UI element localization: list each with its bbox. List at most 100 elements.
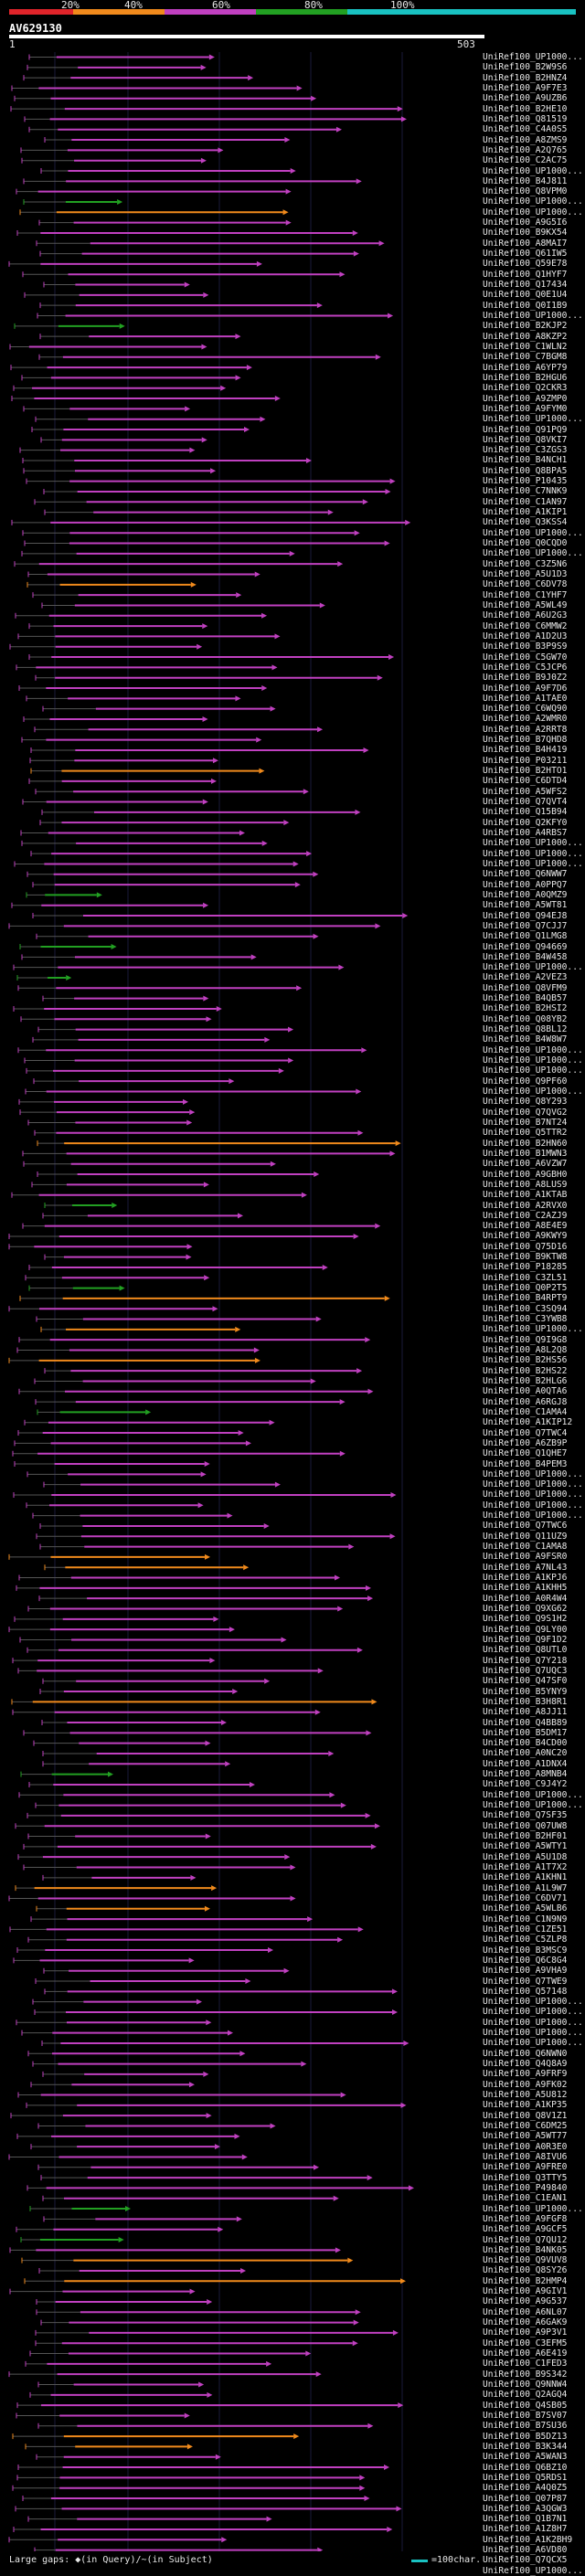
hit-label[interactable]: UniRef100_UP1000...: [483, 207, 583, 217]
hit-label[interactable]: UniRef100_Q4Q8A9: [483, 2059, 568, 2070]
hit-label[interactable]: UniRef100_A0PPQ7: [483, 879, 568, 890]
hit-label[interactable]: UniRef100_A6VD80: [483, 2545, 568, 2556]
hit-label[interactable]: UniRef100_C6DV71: [483, 1892, 568, 1903]
hit-label[interactable]: UniRef100_A8MNB4: [483, 1769, 568, 1780]
hit-label[interactable]: UniRef100_B2KJP2: [483, 321, 568, 332]
hit-label[interactable]: UniRef100_A9GBH0: [483, 1169, 568, 1180]
hit-label[interactable]: UniRef100_Q9PF60: [483, 1076, 568, 1087]
hit-label[interactable]: UniRef100_A0R3E0: [483, 2141, 568, 2152]
hit-label[interactable]: UniRef100_A9F7D6: [483, 683, 568, 694]
hit-label[interactable]: UniRef100_C4A0S5: [483, 124, 568, 135]
hit-label[interactable]: UniRef100_C1N9N9: [483, 1913, 568, 1924]
hit-label[interactable]: UniRef100_B2HTO1: [483, 766, 568, 777]
hit-label[interactable]: UniRef100_A9FRE0: [483, 2162, 568, 2173]
hit-label[interactable]: UniRef100_Q9NNW4: [483, 2380, 568, 2390]
hit-label[interactable]: UniRef100_C6DTD4: [483, 776, 568, 787]
hit-label[interactable]: UniRef100_C1AN97: [483, 496, 568, 507]
hit-label[interactable]: UniRef100_Q9VUV8: [483, 2255, 568, 2266]
hit-label[interactable]: UniRef100_Q61IW5: [483, 249, 568, 260]
hit-label[interactable]: UniRef100_Q7UQC3: [483, 1665, 568, 1676]
hit-label[interactable]: UniRef100_UP1000...: [483, 1065, 583, 1076]
hit-label[interactable]: UniRef100_A8L2Q8: [483, 1345, 568, 1355]
hit-label[interactable]: UniRef100_Q57148: [483, 1986, 568, 1997]
hit-label[interactable]: UniRef100_P10435: [483, 476, 568, 487]
hit-label[interactable]: UniRef100_A0NC20: [483, 1748, 568, 1759]
hit-label[interactable]: UniRef100_UP1000...: [483, 165, 583, 176]
hit-label[interactable]: UniRef100_UP1000...: [483, 2203, 583, 2214]
hit-label[interactable]: UniRef100_A8MAI7: [483, 238, 568, 249]
hit-label[interactable]: UniRef100_UP1000...: [483, 1789, 583, 1800]
hit-label[interactable]: UniRef100_B4H419: [483, 745, 568, 756]
hit-label[interactable]: UniRef100_UP1000...: [483, 527, 583, 538]
hit-label[interactable]: UniRef100_A6NL07: [483, 2306, 568, 2317]
hit-label[interactable]: UniRef100_B4J811: [483, 175, 568, 186]
hit-label[interactable]: UniRef100_P49840: [483, 2182, 568, 2193]
hit-label[interactable]: UniRef100_C2AZJ9: [483, 1210, 568, 1221]
hit-label[interactable]: UniRef100_B9KX54: [483, 228, 568, 239]
hit-label[interactable]: UniRef100_A9FYM0: [483, 403, 568, 414]
hit-label[interactable]: UniRef100_A5WTY1: [483, 1841, 568, 1852]
hit-label[interactable]: UniRef100_B2HS22: [483, 1365, 568, 1376]
hit-label[interactable]: UniRef100_Q0P2T5: [483, 1283, 568, 1294]
hit-label[interactable]: UniRef100_A9FRF9: [483, 2069, 568, 2080]
hit-label[interactable]: UniRef100_Q8UTL0: [483, 1645, 568, 1656]
hit-label[interactable]: UniRef100_C3ZGS3: [483, 445, 568, 456]
hit-label[interactable]: UniRef100_Q8BL12: [483, 1024, 568, 1035]
hit-label[interactable]: UniRef100_C6DM25: [483, 2121, 568, 2131]
hit-label[interactable]: UniRef100_C6WQ90: [483, 704, 568, 715]
hit-label[interactable]: UniRef100_A6VZW7: [483, 1159, 568, 1170]
hit-label[interactable]: UniRef100_B3MSC9: [483, 1945, 568, 1956]
hit-label[interactable]: UniRef100_C1FED3: [483, 2359, 568, 2369]
hit-label[interactable]: UniRef100_A0R4W4: [483, 1593, 568, 1604]
hit-label[interactable]: UniRef100_C3SQ94: [483, 1303, 568, 1314]
hit-label[interactable]: UniRef100_UP1000...: [483, 2007, 583, 2018]
hit-label[interactable]: UniRef100_Q7TWC4: [483, 1427, 568, 1438]
hit-label[interactable]: UniRef100_A8E4E9: [483, 1221, 568, 1232]
hit-label[interactable]: UniRef100_Q1QHE7: [483, 1448, 568, 1459]
hit-label[interactable]: UniRef100_UP1000...: [483, 52, 583, 62]
hit-label[interactable]: UniRef100_UP1000...: [483, 1087, 583, 1097]
hit-label[interactable]: UniRef100_A2VEZ3: [483, 972, 568, 983]
hit-label[interactable]: UniRef100_B7NT24: [483, 1117, 568, 1128]
hit-label[interactable]: UniRef100_Q7CJJ7: [483, 920, 568, 931]
hit-label[interactable]: UniRef100_C3ZL51: [483, 1272, 568, 1283]
hit-label[interactable]: UniRef100_A1KPJ6: [483, 1573, 568, 1584]
hit-label[interactable]: UniRef100_B9J0Z2: [483, 673, 568, 684]
hit-label[interactable]: UniRef100_A5WFS2: [483, 786, 568, 797]
hit-label[interactable]: UniRef100_A9F7E3: [483, 82, 568, 93]
hit-label[interactable]: UniRef100_UP1000...: [483, 414, 583, 425]
hit-label[interactable]: UniRef100_A5U1D8: [483, 1851, 568, 1862]
hit-label[interactable]: UniRef100_Q8SY26: [483, 2265, 568, 2276]
hit-label[interactable]: UniRef100_A1D2U3: [483, 631, 568, 641]
hit-label[interactable]: UniRef100_A2RRT8: [483, 724, 568, 735]
hit-label[interactable]: UniRef100_UP1000...: [483, 1055, 583, 1066]
hit-label[interactable]: UniRef100_Q7QU12: [483, 2234, 568, 2245]
hit-label[interactable]: UniRef100_B5DZ13: [483, 2431, 568, 2442]
hit-label[interactable]: UniRef100_Q9XG62: [483, 1604, 568, 1614]
hit-label[interactable]: UniRef100_B4W458: [483, 951, 568, 962]
hit-label[interactable]: UniRef100_Q2KFY0: [483, 817, 568, 828]
hit-label[interactable]: UniRef100_A1K2BH9: [483, 2534, 573, 2545]
hit-label[interactable]: UniRef100_C3YWB8: [483, 1314, 568, 1325]
hit-label[interactable]: UniRef100_C3EFM5: [483, 2337, 568, 2348]
hit-label[interactable]: UniRef100_A9FSR0: [483, 1552, 568, 1563]
hit-label[interactable]: UniRef100_C3Z5N6: [483, 558, 568, 569]
hit-label[interactable]: UniRef100_Q8VFM9: [483, 982, 568, 993]
hit-label[interactable]: UniRef100_UP1000...: [483, 548, 583, 559]
hit-label[interactable]: UniRef100_Q47SF0: [483, 1676, 568, 1687]
hit-label[interactable]: UniRef100_UP1000...: [483, 1800, 583, 1811]
hit-label[interactable]: UniRef100_UP1000...: [483, 1997, 583, 2008]
hit-label[interactable]: UniRef100_A6RGJ8: [483, 1396, 568, 1407]
hit-label[interactable]: UniRef100_Q17434: [483, 280, 568, 291]
hit-label[interactable]: UniRef100_B7SV07: [483, 2410, 568, 2421]
hit-label[interactable]: UniRef100_Q7Y218: [483, 1655, 568, 1666]
hit-label[interactable]: UniRef100_A5WAN3: [483, 2452, 568, 2463]
hit-label[interactable]: UniRef100_A6YP79: [483, 362, 568, 373]
hit-label[interactable]: UniRef100_B2HN60: [483, 1138, 568, 1149]
hit-label[interactable]: UniRef100_Q08YB2: [483, 1013, 568, 1024]
hit-label[interactable]: UniRef100_UP1000...: [483, 1479, 583, 1490]
hit-label[interactable]: UniRef100_UP1000...: [483, 2565, 583, 2576]
hit-label[interactable]: UniRef100_Q15B94: [483, 807, 568, 818]
hit-label[interactable]: UniRef100_A4Q0Z5: [483, 2483, 568, 2494]
hit-label[interactable]: UniRef100_B7QHD8: [483, 735, 568, 746]
